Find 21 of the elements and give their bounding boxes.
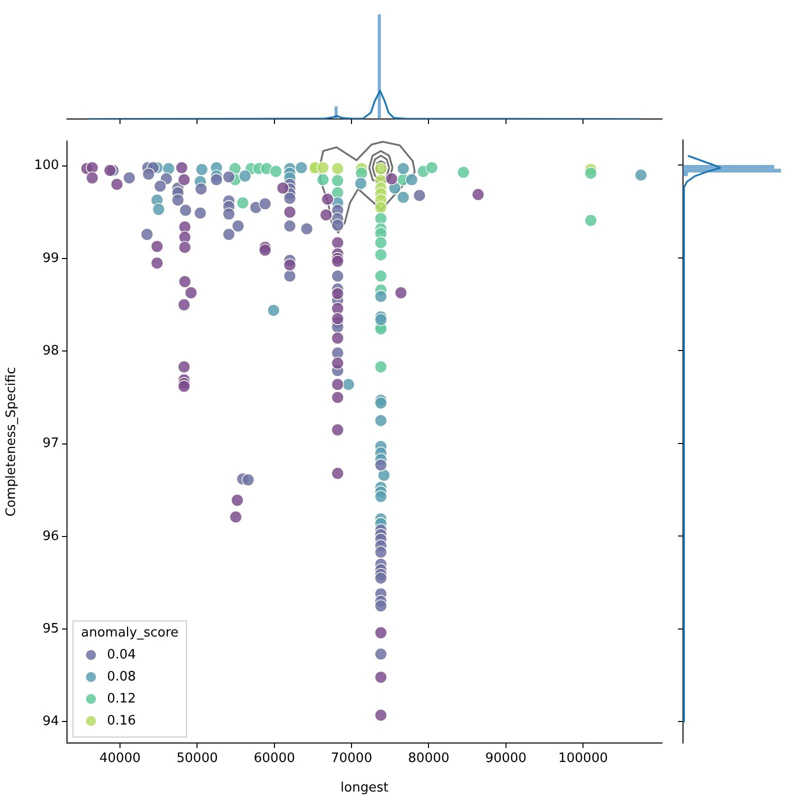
x-axis-title: longest bbox=[340, 780, 388, 796]
x-tick-label: 40000 bbox=[99, 751, 141, 766]
legend-label: 0.12 bbox=[107, 691, 136, 706]
y-tick-label: 99 bbox=[42, 250, 59, 266]
x-tick-label: 60000 bbox=[254, 751, 296, 766]
y-tick-label: 98 bbox=[42, 343, 59, 358]
x-tick-label: 90000 bbox=[485, 751, 527, 766]
legend-label: 0.04 bbox=[107, 647, 136, 662]
legend-label: 0.16 bbox=[107, 713, 136, 728]
y-tick-label: 96 bbox=[42, 528, 59, 544]
x-tick-label: 70000 bbox=[330, 751, 372, 766]
y-tick-label: 97 bbox=[42, 436, 59, 452]
y-axis-title: Completeness_Specific bbox=[4, 367, 20, 517]
x-tick-label: 80000 bbox=[408, 751, 450, 766]
y-tick-label: 94 bbox=[42, 714, 59, 730]
legend-label: 0.08 bbox=[107, 669, 136, 684]
x-tick-label: 100000 bbox=[558, 751, 608, 766]
x-tick-label: 50000 bbox=[176, 751, 218, 766]
y-tick-label: 95 bbox=[42, 621, 59, 636]
legend-title: anomaly_score bbox=[81, 625, 179, 640]
y-tick-label: 100 bbox=[34, 158, 59, 174]
